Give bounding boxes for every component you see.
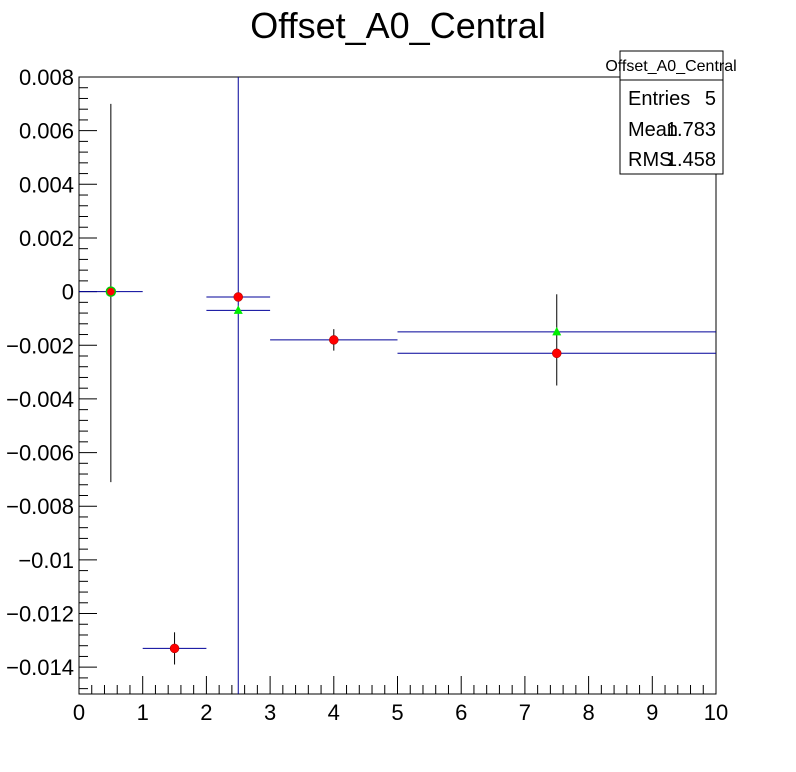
y-tick-label: −0.006 (6, 441, 74, 466)
data-point-circle (233, 292, 243, 302)
x-tick-label: 3 (264, 700, 276, 725)
data-point-circle (329, 335, 339, 345)
stats-box-frame (619, 50, 724, 175)
y-tick-label: 0.004 (19, 172, 74, 197)
y-tick-label: 0.008 (19, 65, 74, 90)
x-tick-label: 2 (200, 700, 212, 725)
y-tick-label: −0.012 (6, 602, 74, 627)
y-tick-label: 0 (62, 280, 74, 305)
data-point-triangle (233, 305, 243, 314)
y-tick-label: 0.006 (19, 119, 74, 144)
y-tick-label: −0.014 (6, 655, 74, 680)
x-tick-label: 5 (391, 700, 403, 725)
data-point-triangle (552, 326, 562, 336)
chart-title: Offset_A0_Central (250, 5, 546, 46)
x-tick-label: 9 (646, 700, 658, 725)
stats-value-mean: 1.783 (666, 119, 716, 141)
y-tick-label: −0.002 (6, 333, 74, 358)
stats-box: Offset_A0_Central Entries 5 Mean 1.783 R… (605, 50, 737, 175)
y-tick-label: −0.004 (6, 387, 74, 412)
data-point-circle (169, 643, 180, 654)
x-tick-label: 1 (137, 700, 149, 725)
x-tick-label: 6 (455, 700, 467, 725)
data-point-circle (552, 348, 562, 359)
y-tick-label: −0.008 (6, 494, 74, 519)
stats-label-entries: Entries (628, 88, 690, 110)
x-tick-label: 10 (704, 700, 728, 725)
x-tick-label: 4 (328, 700, 340, 725)
stats-label-rms: RMS (628, 149, 672, 171)
y-tick-label: −0.01 (18, 548, 74, 573)
y-tick-label: 0.002 (19, 226, 74, 251)
stats-value-entries: 5 (705, 88, 716, 110)
stats-value-rms: 1.458 (666, 149, 716, 171)
stats-box-name: Offset_A0_Central (605, 58, 736, 75)
stats-label-mean: Mean (628, 119, 678, 141)
x-tick-label: 0 (73, 700, 85, 725)
data-points (79, 77, 716, 694)
axes: 0 1 2 3 4 5 6 7 8 9 10 0.008 0.006 0.004 0.002 0 −0.002 −… (6, 65, 728, 725)
x-tick-label: 7 (519, 700, 531, 725)
data-point-overlap-ring (105, 286, 117, 297)
x-tick-label: 8 (582, 700, 594, 725)
